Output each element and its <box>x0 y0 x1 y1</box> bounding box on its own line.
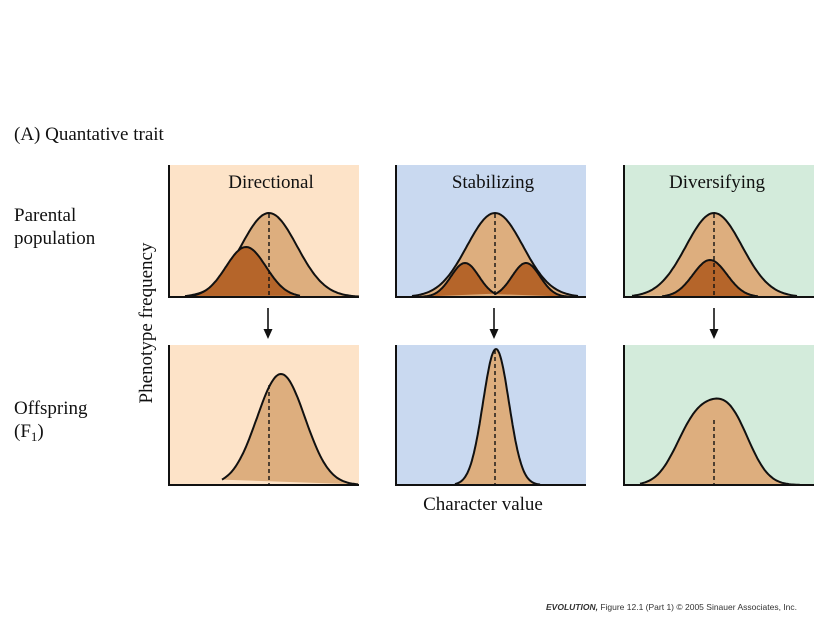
curve-diversifying-parent-population <box>631 212 798 297</box>
row-label-parental-line1: Parental <box>14 205 77 226</box>
x-axis-label: Character value <box>423 494 543 515</box>
f1-subscript: 1 <box>30 429 38 444</box>
curve-directional-parent-selected <box>189 246 301 297</box>
curve-stabilizing-parent-selected-left <box>419 262 496 298</box>
figure-credit: EVOLUTION, Figure 12.1 (Part 1) © 2005 S… <box>546 602 797 612</box>
row-label-offspring-line1: Offspring <box>14 398 88 419</box>
part-title: (A) Quantative trait <box>14 124 164 145</box>
column-title-diversifying: Diversifying <box>668 172 766 193</box>
y-axis-label: Phenotype frequency <box>136 242 157 404</box>
column-title-directional: Directional <box>228 172 314 193</box>
f1-close: ) <box>37 421 44 442</box>
row-label-offspring: Offspring (F1) <box>14 397 88 448</box>
axes-directional-parent <box>168 165 359 298</box>
column-title-stabilizing: Stabilizing <box>451 172 535 193</box>
curve-stabilizing-offspring <box>454 348 541 486</box>
curve-directional-offspring <box>221 373 359 486</box>
row-label-parental: Parental population <box>14 204 95 250</box>
arrow-diversifying <box>709 308 719 339</box>
curve-diversifying-parent-selected <box>661 259 759 298</box>
credit-rights: © 2005 Sinauer Associates, Inc. <box>674 602 797 612</box>
axes-stabilizing-offspring <box>395 345 586 486</box>
curve-stabilizing-parent-selected-right <box>494 262 572 298</box>
axes-directional-offspring <box>168 345 359 486</box>
row-label-parental-line2: population <box>14 228 96 249</box>
axes-stabilizing-parent <box>395 165 586 298</box>
arrow-stabilizing <box>489 308 499 339</box>
arrow-directional <box>263 308 273 339</box>
axes-diversifying-parent <box>623 165 814 298</box>
curve-diversifying-offspring <box>639 397 801 486</box>
credit-figure: Figure 12.1 (Part 1) <box>597 602 675 612</box>
row-label-offspring-line2: (F1) <box>14 420 88 448</box>
credit-book: EVOLUTION, <box>546 602 598 612</box>
axes-diversifying-offspring <box>623 345 814 486</box>
f1-open: (F <box>14 421 31 442</box>
